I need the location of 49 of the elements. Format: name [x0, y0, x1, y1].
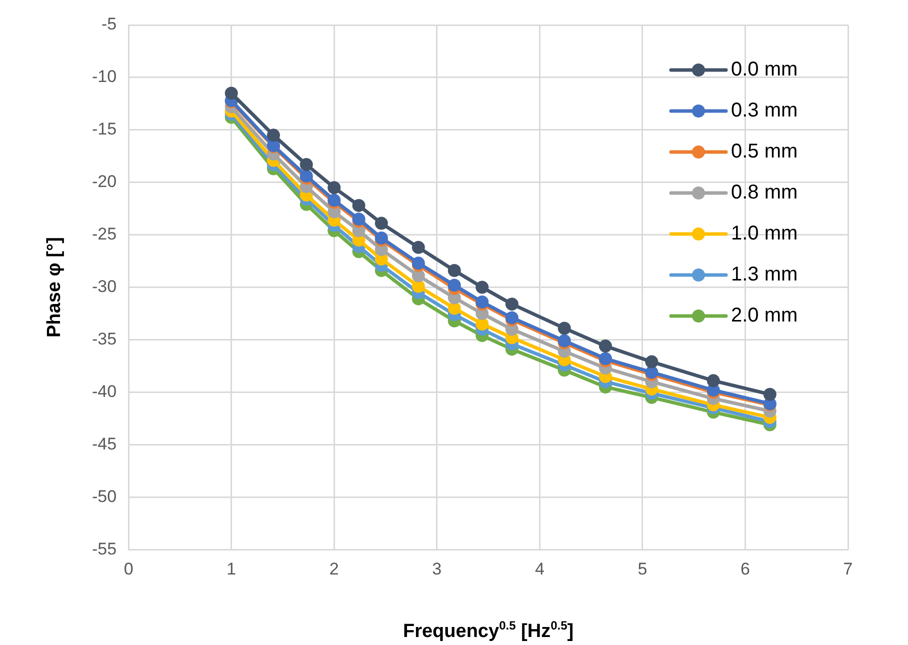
- point: [224, 86, 238, 100]
- legend-label: 0.0 mm: [731, 58, 798, 81]
- point: [412, 280, 425, 293]
- point: [476, 280, 489, 294]
- point: [448, 264, 461, 278]
- point: [374, 231, 388, 244]
- y-tick-label: -50: [92, 486, 117, 506]
- y-tick-label: -35: [92, 329, 117, 348]
- point: [598, 340, 612, 353]
- y-tick-label: -30: [92, 276, 117, 296]
- legend-label: 0.3 mm: [731, 100, 798, 122]
- point: [505, 298, 518, 311]
- x-tick-label: 5: [638, 559, 648, 578]
- x-tick-label: 3: [432, 559, 442, 578]
- x-tick-label: 2: [329, 559, 339, 578]
- point: [352, 198, 366, 212]
- point: [412, 240, 425, 254]
- y-axis-title: Phase φ [°]: [44, 237, 65, 338]
- point: [300, 158, 313, 172]
- legend-label: 0.8 mm: [731, 182, 798, 204]
- point: [476, 295, 489, 308]
- x-tick-label: 7: [843, 559, 853, 578]
- point: [476, 318, 489, 331]
- y-tick-label: -20: [92, 172, 117, 192]
- y-tick-label: -15: [92, 120, 117, 139]
- y-tick-label: -10: [92, 67, 117, 86]
- legend-label: 0.5 mm: [731, 140, 798, 163]
- x-tick-label: 4: [534, 559, 544, 578]
- legend-label: 2.0 mm: [731, 304, 798, 327]
- point: [448, 278, 461, 292]
- legend-label: 1.3 mm: [731, 264, 798, 286]
- y-tick-label: -25: [92, 224, 117, 244]
- point: [763, 388, 776, 401]
- y-tick-label: -40: [92, 382, 117, 401]
- x-tick-label: 0: [124, 559, 134, 578]
- point: [412, 269, 425, 282]
- y-tick-label: -55: [92, 539, 117, 558]
- x-tick-label: 6: [740, 559, 750, 578]
- point: [328, 181, 341, 194]
- x-tick-label: 1: [226, 559, 236, 578]
- y-tick-label: -45: [92, 434, 117, 454]
- point: [374, 216, 388, 230]
- legend-label: 1.0 mm: [731, 222, 798, 245]
- point: [266, 128, 280, 142]
- point: [558, 322, 571, 335]
- y-tick-label: -5: [101, 14, 117, 34]
- point: [448, 302, 461, 315]
- point: [706, 374, 720, 388]
- point: [645, 355, 658, 368]
